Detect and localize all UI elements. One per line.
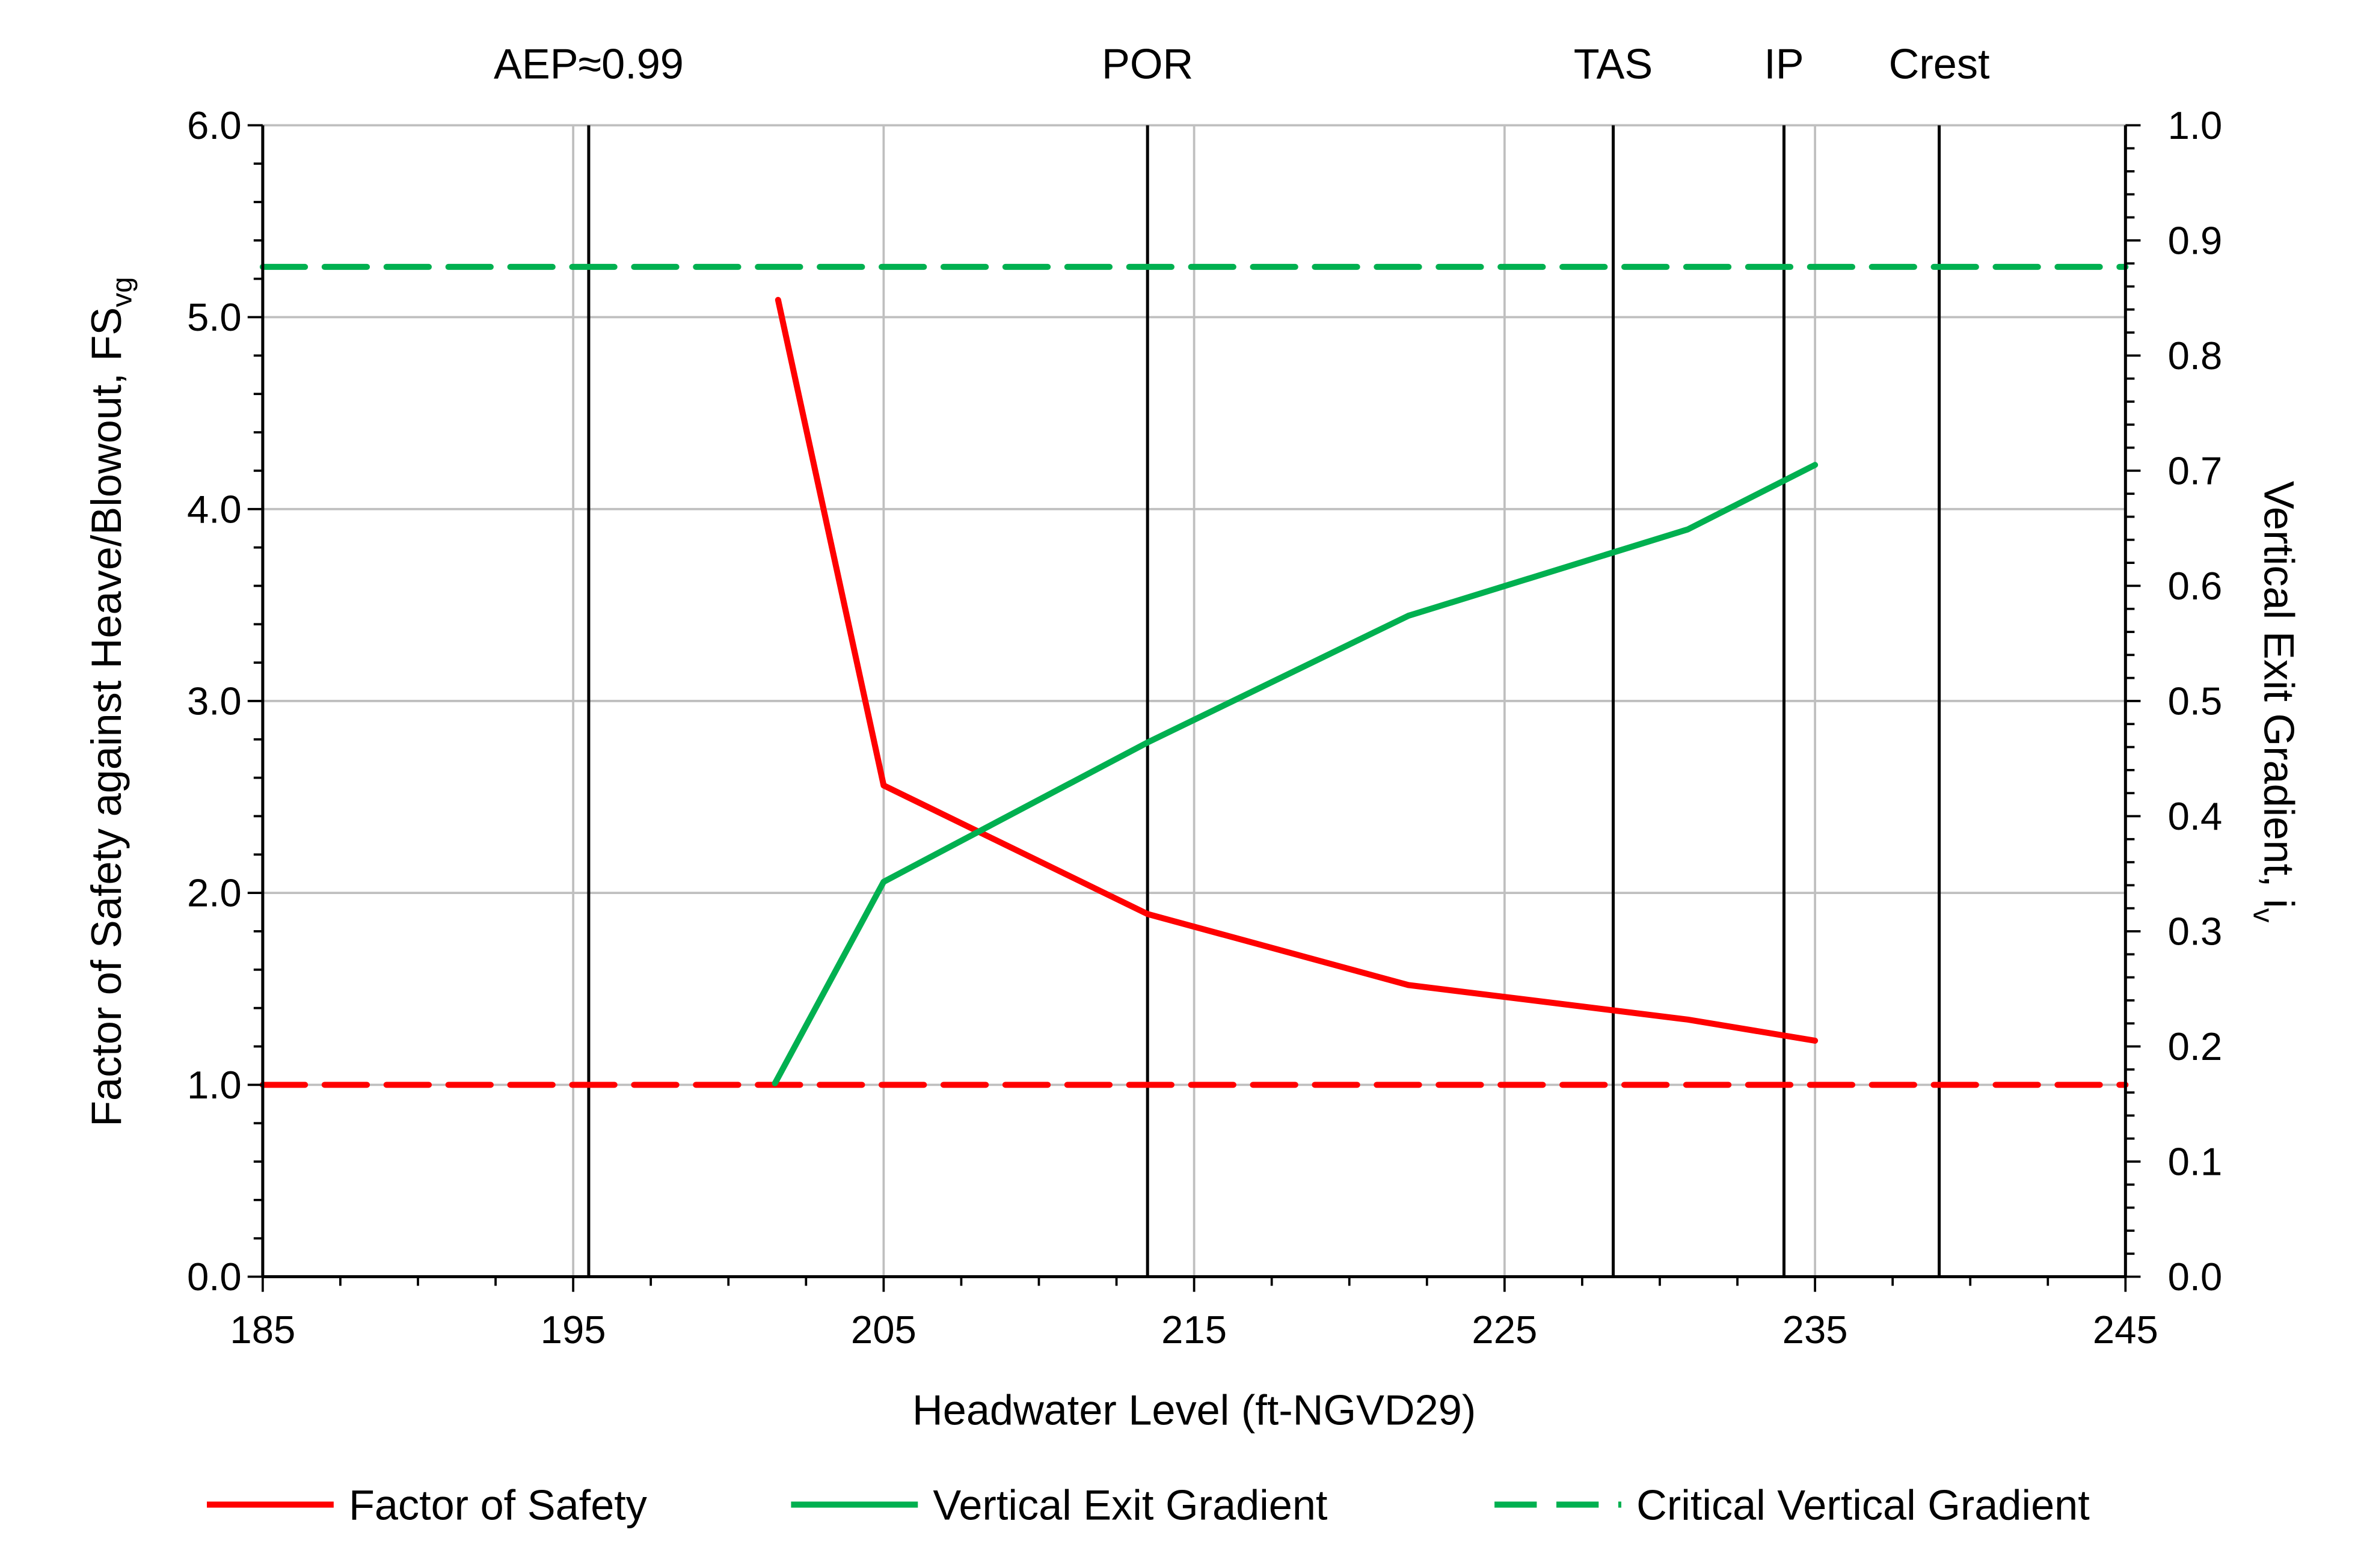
y2-tick-label: 0.1 xyxy=(2168,1140,2223,1184)
vertical-marker-label: POR xyxy=(1102,40,1193,88)
vertical-marker-label: Crest xyxy=(1889,40,1990,88)
y2-tick-label: 0.0 xyxy=(2168,1255,2223,1299)
y2-tick-label: 0.2 xyxy=(2168,1024,2223,1068)
x-tick-label: 245 xyxy=(2093,1308,2158,1352)
axes: 185 195 205 215 225 235 2450.01.02.03.04.05.06… xyxy=(187,103,2222,1352)
y2-tick-label: 0.7 xyxy=(2168,449,2223,492)
x-tick-label: 205 xyxy=(851,1308,917,1352)
legend: Factor of Safety Vertical Exit Gradient Cr… xyxy=(207,1481,2090,1529)
grid xyxy=(261,124,2127,1278)
y-tick-label: 6.0 xyxy=(187,103,242,147)
y-tick-label: 5.0 xyxy=(187,295,242,339)
y2-axis-label: Vertical Exit Gradient, iv xyxy=(2247,481,2303,923)
y-tick-label: 4.0 xyxy=(187,487,242,531)
x-axis-label: Headwater Level (ft-NGVD29) xyxy=(912,1386,1476,1434)
series-line-vertical-exit-gradient xyxy=(772,462,1819,1086)
series-line-factor-of-safety xyxy=(775,296,1819,1044)
x-tick-label: 225 xyxy=(1472,1308,1537,1352)
vertical-marker-label: TAS xyxy=(1574,40,1653,88)
y2-tick-label: 0.5 xyxy=(2168,679,2223,723)
y-tick-label: 0.0 xyxy=(187,1255,242,1299)
x-tick-label: 235 xyxy=(1782,1308,1848,1352)
y2-tick-label: 0.9 xyxy=(2168,218,2223,262)
x-tick-label: 215 xyxy=(1161,1308,1227,1352)
y2-tick-label: 0.6 xyxy=(2168,564,2223,608)
y2-tick-label: 0.4 xyxy=(2168,794,2223,838)
vertical-marker-label: AEP≈0.99 xyxy=(494,40,684,88)
y2-tick-label: 0.3 xyxy=(2168,910,2223,954)
series-layer xyxy=(259,263,2129,1088)
vertical-markers: AEP≈0.99 POR TAS IP Crest xyxy=(494,40,1990,1277)
vertical-marker-label: IP xyxy=(1764,40,1804,88)
legend-label: Vertical Exit Gradient xyxy=(933,1481,1327,1529)
legend-label: Critical Vertical Gradient xyxy=(1636,1481,2090,1529)
x-tick-label: 195 xyxy=(541,1308,606,1352)
legend-label: Factor of Safety xyxy=(349,1481,647,1529)
y-tick-label: 1.0 xyxy=(187,1063,242,1107)
y2-tick-label: 0.8 xyxy=(2168,334,2223,378)
y-axis-label: Factor of Safety against Heave/Blowout, … xyxy=(82,277,138,1126)
y-tick-label: 3.0 xyxy=(187,679,242,723)
y2-tick-label: 1.0 xyxy=(2168,103,2223,147)
y-tick-label: 2.0 xyxy=(187,871,242,915)
x-tick-label: 185 xyxy=(230,1308,295,1352)
